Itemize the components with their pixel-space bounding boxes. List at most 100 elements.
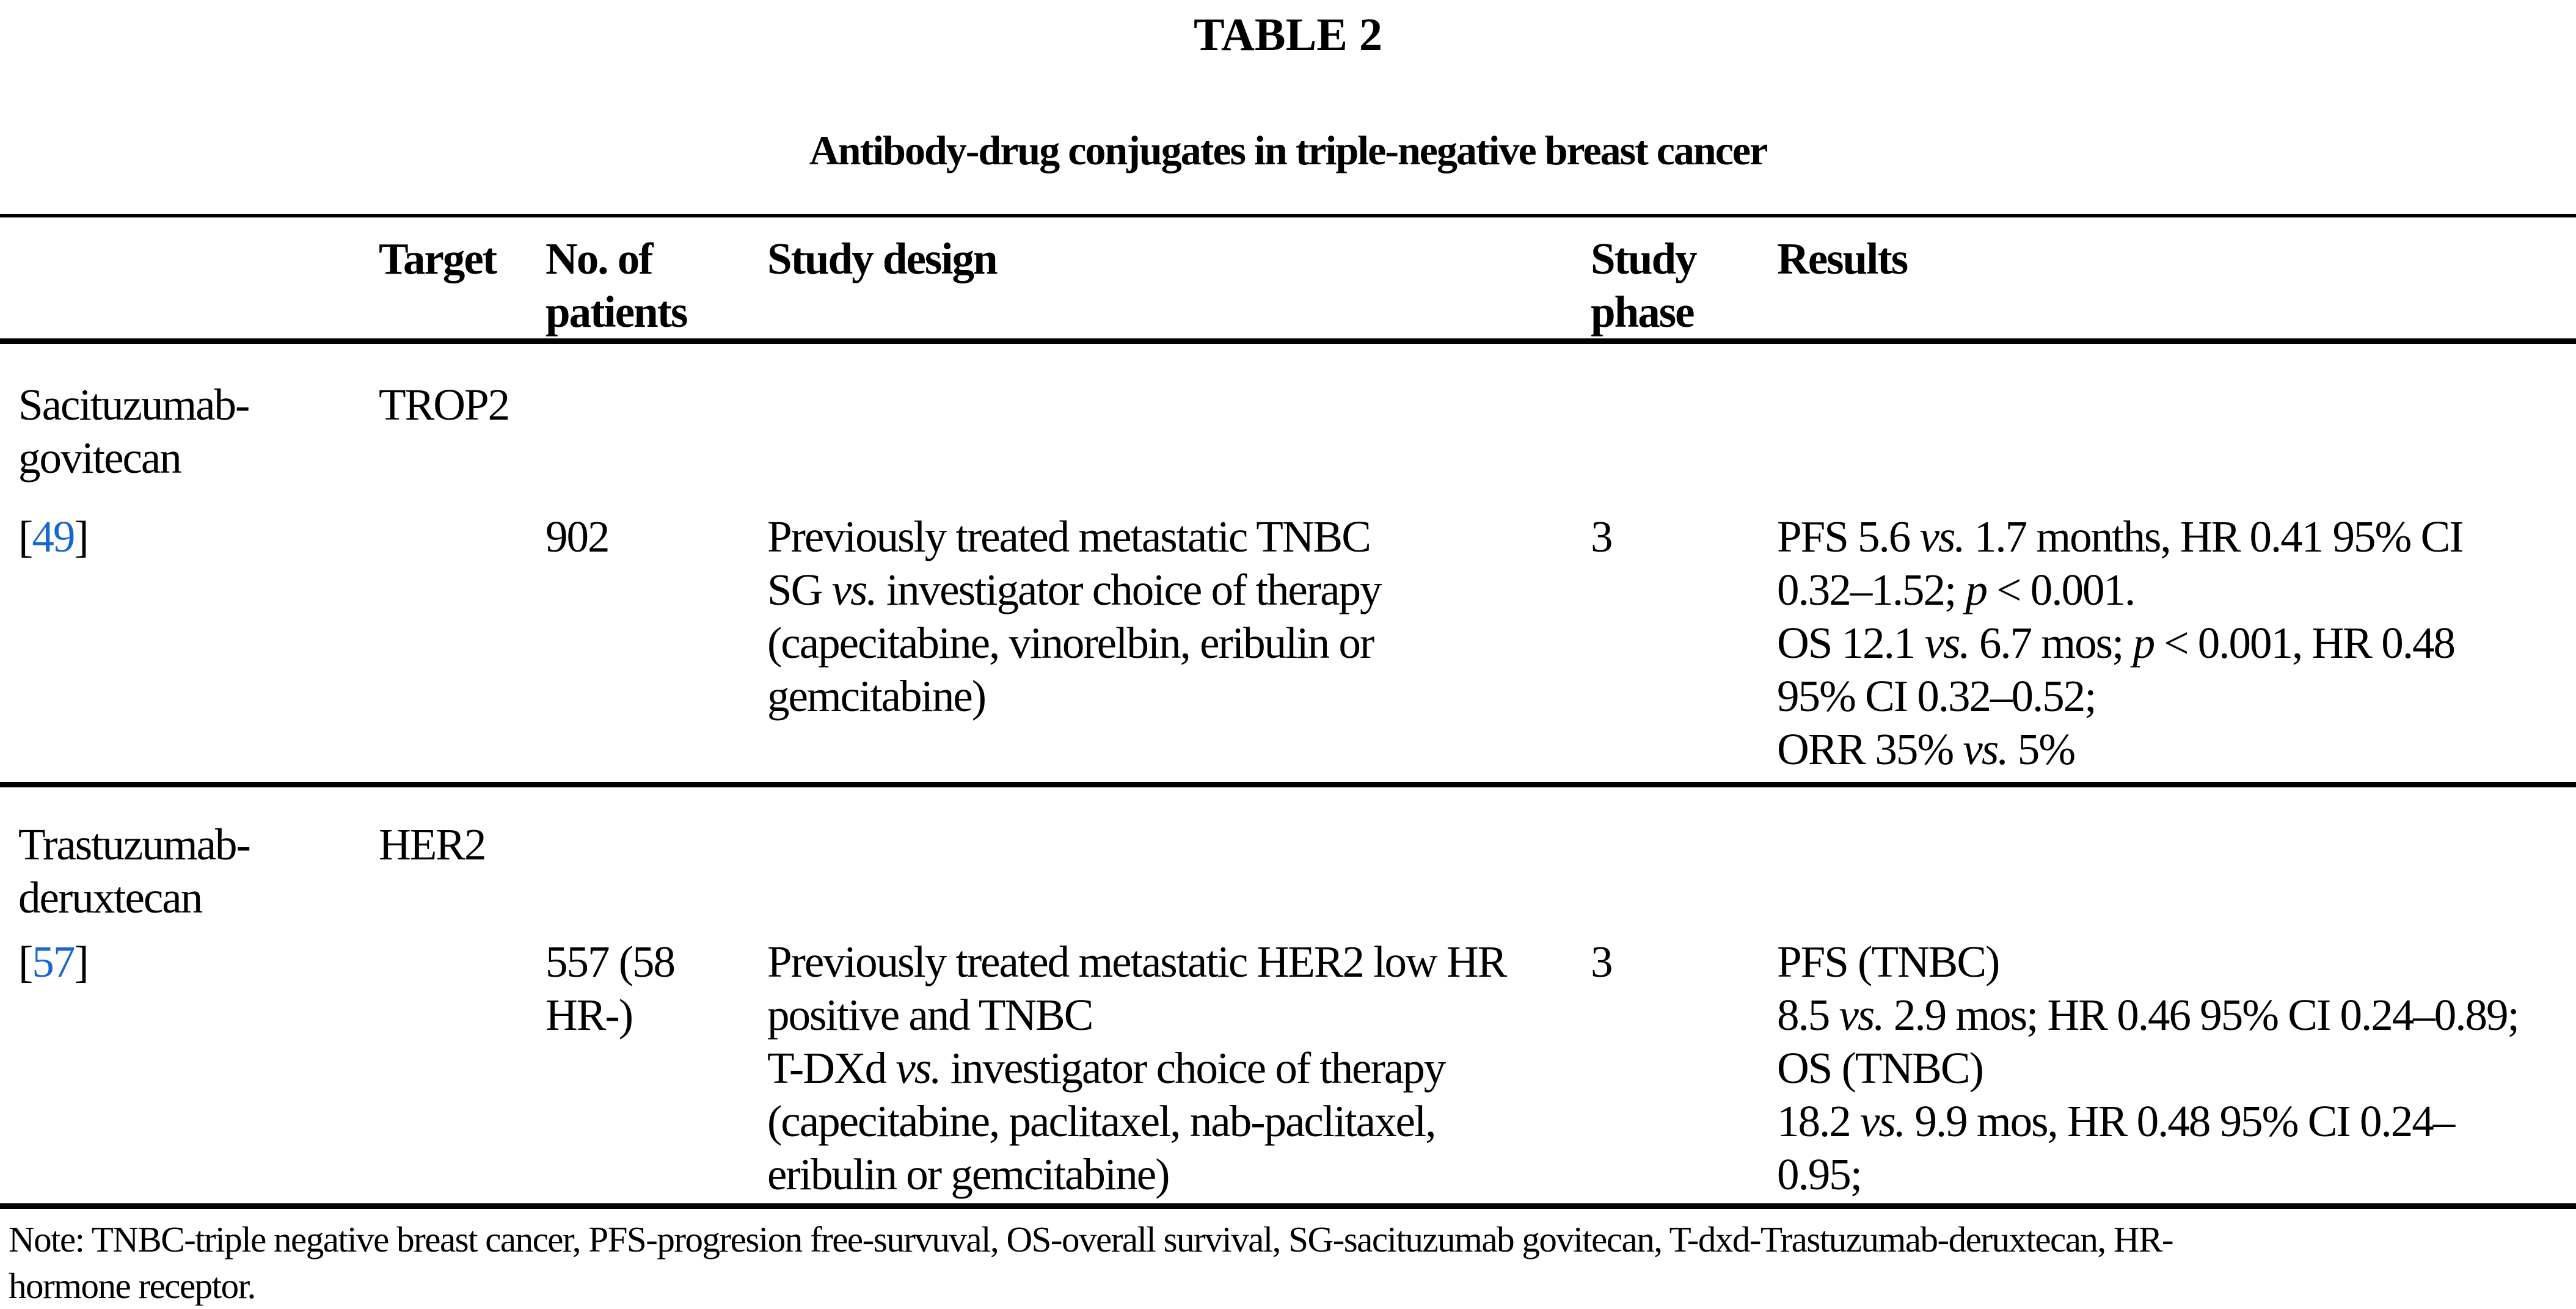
- table-rule-top: [0, 214, 2576, 217]
- text-line: T-DXd vs. investigator choice of therapy: [767, 1041, 1591, 1095]
- text-segment: 18.2: [1777, 1096, 1860, 1146]
- text-segment: investigator choice of therapy: [876, 565, 1382, 614]
- text-segment: 6.7 mos;: [1969, 618, 2133, 668]
- italic-text-segment: vs.: [1839, 990, 1885, 1040]
- header-results: Results: [1777, 234, 1908, 283]
- cell-patients: 902: [545, 510, 767, 563]
- text-line: 557 (58: [545, 935, 767, 988]
- table-caption: Antibody-drug conjugates in triple-negat…: [809, 127, 1768, 173]
- text-segment: ORR 35%: [1777, 724, 1963, 774]
- table-rule-mid: [0, 782, 2576, 787]
- bracket-close: ]: [74, 512, 89, 561]
- bracket-open: [: [18, 937, 33, 986]
- text-line: (capecitabine, vinorelbin, eribulin or: [767, 616, 1591, 669]
- note-line-1: Note: TNBC-triple negative breast cancer…: [9, 1219, 2174, 1260]
- text-segment: 5%: [2007, 724, 2076, 774]
- study-row-ref-57: [57] 557 (58 HR-) Previously treated meta…: [0, 935, 2576, 1203]
- text-segment: eribulin or gemcitabine): [767, 1150, 1170, 1199]
- cell-target: HER2: [379, 820, 487, 869]
- text-segment: govitecan: [18, 433, 182, 483]
- header-study-phase: Study phase: [1591, 232, 1777, 338]
- text-segment: 902: [545, 512, 610, 561]
- cell-results: PFS (TNBC) 8.5 vs. 2.9 mos; HR 0.46 95% C…: [1777, 935, 2576, 1201]
- text-segment: < 0.001, HR 0.48: [2154, 618, 2456, 668]
- italic-text-segment: vs.: [1860, 1096, 1906, 1146]
- cell-citation: [49]: [0, 510, 379, 563]
- text-line: (capecitabine, paclitaxel, nab-paclitaxe…: [767, 1095, 1591, 1148]
- text-segment: PFS 5.6: [1777, 512, 1920, 561]
- cell-target: TROP2: [379, 380, 510, 429]
- text-segment: gemcitabine): [767, 671, 987, 721]
- table-note: Note: TNBC-triple negative breast cancer…: [0, 1216, 2576, 1309]
- text-line: Previously treated metastatic HER2 low H…: [767, 935, 1591, 988]
- italic-text-segment: vs.: [831, 565, 878, 614]
- text-segment: HR-): [545, 990, 633, 1040]
- text-segment: Study: [1591, 234, 1698, 283]
- cell-drug-name: Sacituzumab-govitecan: [0, 378, 379, 484]
- cell-results: PFS 5.6 vs. 1.7 months, HR 0.41 95% CI 0.…: [1777, 510, 2576, 776]
- text-segment: OS 12.1: [1777, 618, 1925, 668]
- text-line: OS 12.1 vs. 6.7 mos; p < 0.001, HR 0.48: [1777, 616, 2576, 669]
- text-line: ORR 35% vs. 5%: [1777, 723, 2576, 776]
- text-segment: 95% CI 0.32–0.52;: [1777, 671, 2097, 721]
- table-label: TABLE 2: [1193, 9, 1382, 60]
- italic-text-segment: p: [2133, 618, 2155, 668]
- text-segment: Sacituzumab-: [18, 380, 250, 429]
- text-segment: T-DXd: [767, 1043, 896, 1093]
- text-segment: phase: [1591, 287, 1695, 337]
- table-rule-header: [0, 338, 2576, 344]
- text-segment: investigator choice of therapy: [940, 1043, 1447, 1093]
- text-segment: No. of: [545, 234, 654, 283]
- text-line: SG vs. investigator choice of therapy: [767, 563, 1591, 616]
- cell-study-design: Previously treated metastatic HER2 low H…: [767, 935, 1591, 1201]
- text-line: eribulin or gemcitabine): [767, 1148, 1591, 1201]
- study-row-ref-49: [49] 902 Previously treated metastatic T…: [0, 510, 2576, 782]
- text-line: 8.5 vs. 2.9 mos; HR 0.46 95% CI 0.24–0.8…: [1777, 988, 2576, 1041]
- text-segment: 2.9 mos; HR 0.46 95% CI 0.24–0.89;: [1883, 990, 2520, 1040]
- text-segment: OS (TNBC): [1777, 1043, 1984, 1093]
- text-segment: Previously treated metastatic TNBC: [767, 512, 1371, 561]
- table-header-row: Target No. of patients Study design Study…: [0, 217, 2576, 338]
- text-line: Study: [1591, 232, 1777, 285]
- text-segment: 0.95;: [1777, 1150, 1863, 1199]
- header-study-design: Study design: [767, 234, 998, 283]
- text-segment: (capecitabine, vinorelbin, eribulin or: [767, 618, 1374, 668]
- cell-citation: [57]: [0, 935, 379, 988]
- cell-drug-name: Trastuzumab-deruxtecan: [0, 818, 379, 924]
- text-segment: < 0.001.: [1987, 565, 2136, 614]
- citation-link-57[interactable]: 57: [32, 937, 75, 986]
- header-no-of-patients: No. of patients: [545, 232, 767, 338]
- text-line: 18.2 vs. 9.9 mos, HR 0.48 95% CI 0.24–: [1777, 1095, 2576, 1148]
- note-line-2: hormone receptor.: [9, 1266, 256, 1306]
- citation-link-49[interactable]: 49: [32, 512, 75, 561]
- italic-text-segment: vs.: [1924, 618, 1971, 668]
- drug-row-trastuzumab-deruxtecan: Trastuzumab-deruxtecan HER2: [0, 787, 2576, 924]
- text-segment: (capecitabine, paclitaxel, nab-paclitaxe…: [767, 1096, 1436, 1146]
- text-line: positive and TNBC: [767, 988, 1591, 1041]
- italic-text-segment: vs.: [1963, 724, 2009, 774]
- text-line: phase: [1591, 285, 1777, 338]
- text-line: PFS (TNBC): [1777, 935, 2576, 988]
- text-line: Trastuzumab-: [18, 818, 379, 871]
- cell-study-design: Previously treated metastatic TNBC SG vs.…: [767, 510, 1591, 723]
- italic-text-segment: vs.: [896, 1043, 941, 1093]
- cell-study-phase: 3: [1591, 937, 1613, 986]
- text-line: Sacituzumab-: [18, 378, 379, 431]
- text-segment: positive and TNBC: [767, 990, 1093, 1040]
- text-line: 95% CI 0.32–0.52;: [1777, 669, 2576, 723]
- text-line: Previously treated metastatic TNBC: [767, 510, 1591, 563]
- text-segment: SG: [767, 565, 832, 614]
- cell-study-phase: 3: [1591, 512, 1613, 561]
- text-segment: patients: [545, 287, 688, 337]
- paper-page: { "figure": { "label": "TABLE 2", "capti…: [0, 7, 2576, 1306]
- italic-text-segment: vs.: [1919, 512, 1966, 561]
- text-segment: 557 (58: [545, 937, 676, 986]
- text-line: govitecan: [18, 431, 379, 484]
- text-segment: Previously treated metastatic HER2 low H…: [767, 937, 1507, 986]
- text-line: OS (TNBC): [1777, 1041, 2576, 1095]
- text-line: 902: [545, 510, 767, 563]
- bracket-open: [: [18, 512, 33, 561]
- drug-row-sacituzumab-govitecan: Sacituzumab-govitecan TROP2: [0, 344, 2576, 484]
- text-segment: PFS (TNBC): [1777, 937, 2000, 986]
- text-segment: deruxtecan: [18, 873, 203, 922]
